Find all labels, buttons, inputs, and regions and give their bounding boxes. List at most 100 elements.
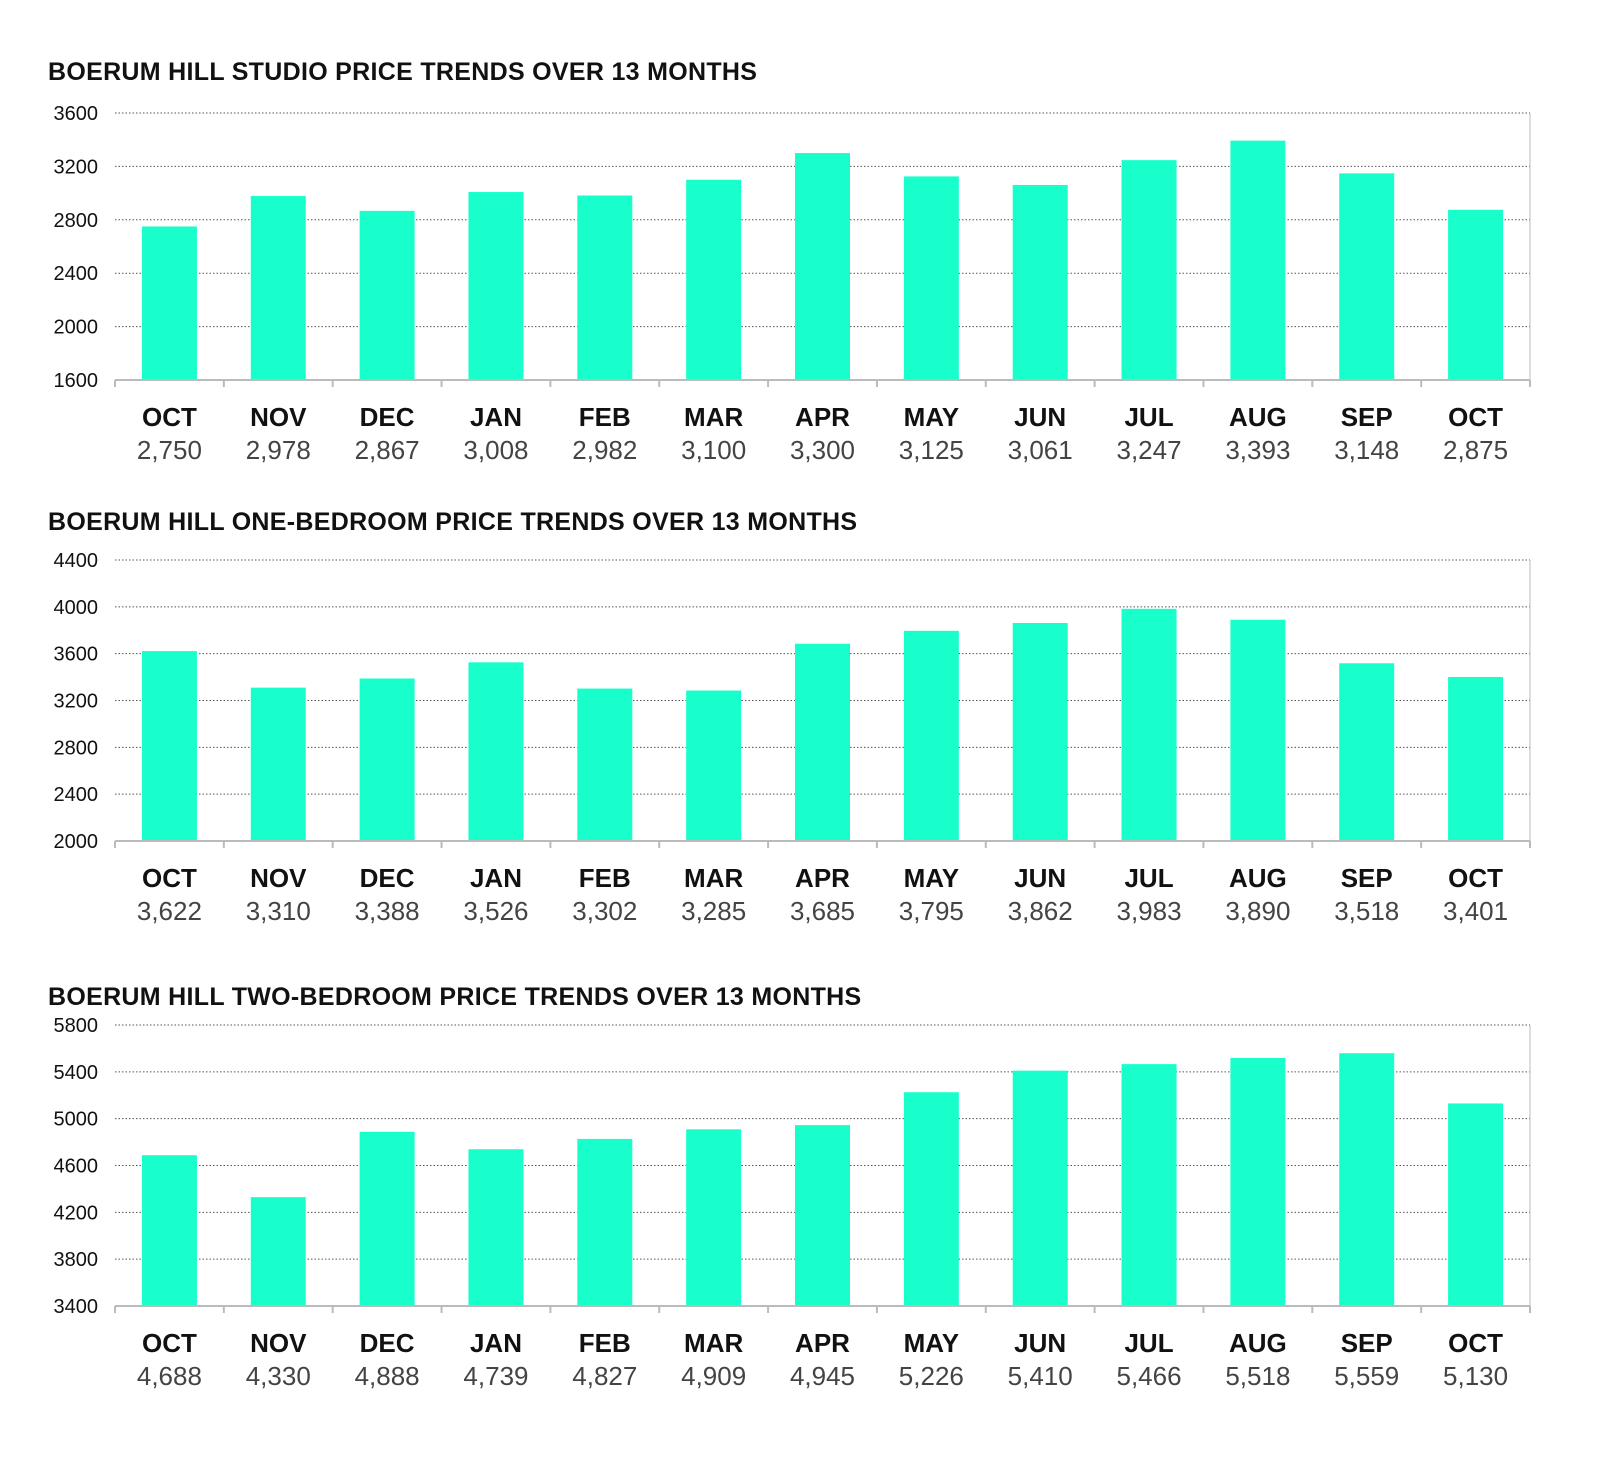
y-tick-label: 4200	[54, 1202, 99, 1224]
bar	[250, 687, 306, 841]
x-tick-label: FEB	[579, 402, 631, 432]
y-tick-label: 5400	[54, 1062, 99, 1084]
bar	[359, 678, 415, 841]
x-tick-label: OCT	[1448, 863, 1503, 893]
bar	[468, 662, 524, 841]
y-tick-label: 4400	[54, 550, 99, 572]
bar	[577, 195, 633, 380]
x-tick-label: MAR	[684, 1328, 743, 1358]
x-tick-label: DEC	[360, 863, 415, 893]
x-tick-label: JUN	[1014, 402, 1066, 432]
x-tick-label: MAY	[904, 863, 959, 893]
bar	[141, 651, 197, 841]
x-tick-label: APR	[795, 402, 850, 432]
x-tick-label: JAN	[470, 402, 522, 432]
data-label: 3,302	[572, 896, 637, 926]
bar	[141, 226, 197, 380]
y-tick-label: 2400	[54, 784, 99, 806]
bar	[1230, 1058, 1286, 1306]
data-label: 4,827	[572, 1361, 637, 1391]
y-tick-label: 2800	[54, 210, 99, 232]
data-label: 3,008	[463, 435, 528, 465]
bar	[903, 1092, 959, 1306]
y-tick-label: 1600	[54, 370, 99, 392]
data-label: 3,401	[1443, 896, 1508, 926]
studio-chart-plot: 160020002400280032003600OCT2,750NOV2,978…	[54, 103, 1531, 465]
chart-title: BOERUM HILL STUDIO PRICE TRENDS OVER 13 …	[48, 58, 758, 86]
chart-title: BOERUM HILL ONE-BEDROOM PRICE TRENDS OVE…	[48, 508, 858, 536]
data-label: 3,518	[1334, 896, 1399, 926]
x-tick-label: DEC	[360, 1328, 415, 1358]
x-tick-label: JUN	[1014, 863, 1066, 893]
data-label: 2,867	[355, 435, 420, 465]
data-label: 2,982	[572, 435, 637, 465]
x-tick-label: SEP	[1341, 1328, 1393, 1358]
y-tick-label: 4600	[54, 1156, 99, 1178]
y-tick-label: 5800	[54, 1015, 99, 1037]
bar	[795, 1125, 850, 1306]
bar	[1448, 676, 1504, 841]
bar	[686, 690, 742, 841]
x-tick-label: OCT	[1448, 402, 1503, 432]
data-label: 3,310	[246, 896, 311, 926]
data-label: 4,888	[355, 1361, 420, 1391]
data-label: 5,559	[1334, 1361, 1399, 1391]
bar	[250, 196, 306, 380]
y-tick-label: 3600	[54, 103, 99, 125]
bar	[903, 176, 959, 380]
x-tick-label: JAN	[470, 863, 522, 893]
data-label: 5,410	[1008, 1361, 1073, 1391]
data-label: 3,622	[137, 896, 202, 926]
data-label: 4,739	[463, 1361, 528, 1391]
data-label: 3,862	[1008, 896, 1073, 926]
bar	[686, 1129, 742, 1306]
bar	[1339, 173, 1395, 380]
data-label: 3,300	[790, 435, 855, 465]
y-tick-label: 4000	[54, 597, 99, 619]
bar	[1012, 622, 1068, 841]
x-tick-label: APR	[795, 1328, 850, 1358]
bar	[468, 1149, 524, 1306]
x-tick-label: NOV	[250, 1328, 307, 1358]
x-tick-label: SEP	[1341, 863, 1393, 893]
one-bedroom-chart-plot: 2000240028003200360040004400OCT3,622NOV3…	[54, 550, 1531, 926]
bar	[795, 643, 850, 841]
y-tick-label: 5000	[54, 1109, 99, 1131]
data-label: 5,130	[1443, 1361, 1508, 1391]
data-label: 2,978	[246, 435, 311, 465]
x-tick-label: DEC	[360, 402, 415, 432]
bar	[1012, 1070, 1068, 1306]
bar	[686, 179, 742, 380]
data-label: 2,750	[137, 435, 202, 465]
bar	[1339, 663, 1395, 841]
data-label: 3,983	[1116, 896, 1181, 926]
x-tick-label: NOV	[250, 402, 307, 432]
y-tick-label: 3600	[54, 644, 99, 666]
y-tick-label: 2000	[54, 831, 99, 853]
data-label: 3,685	[790, 896, 855, 926]
data-label: 3,526	[463, 896, 528, 926]
bar	[1121, 160, 1177, 380]
x-tick-label: SEP	[1341, 402, 1393, 432]
bar	[795, 153, 850, 380]
data-label: 4,330	[246, 1361, 311, 1391]
data-label: 3,890	[1225, 896, 1290, 926]
data-label: 3,285	[681, 896, 746, 926]
x-tick-label: JAN	[470, 1328, 522, 1358]
bar	[1121, 1064, 1177, 1306]
x-tick-label: OCT	[142, 1328, 197, 1358]
data-label: 4,688	[137, 1361, 202, 1391]
x-tick-label: MAY	[904, 402, 959, 432]
data-label: 3,100	[681, 435, 746, 465]
x-tick-label: JUL	[1124, 1328, 1173, 1358]
data-label: 3,388	[355, 896, 420, 926]
x-tick-label: AUG	[1229, 863, 1287, 893]
data-label: 3,061	[1008, 435, 1073, 465]
bar	[359, 1131, 415, 1306]
bar	[577, 688, 633, 841]
x-tick-label: OCT	[142, 402, 197, 432]
bar	[468, 192, 524, 380]
bar	[250, 1197, 306, 1306]
bar	[1339, 1053, 1395, 1306]
data-label: 3,247	[1116, 435, 1181, 465]
